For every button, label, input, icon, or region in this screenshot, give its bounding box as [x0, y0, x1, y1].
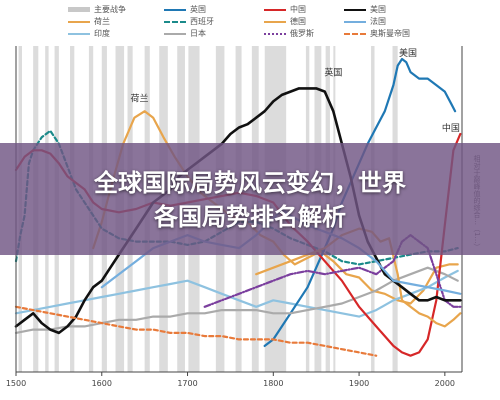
legend-item-7: 德国 — [264, 16, 306, 27]
legend-swatch-0 — [68, 7, 90, 12]
legend-label-0: 主要战争 — [94, 5, 126, 14]
series-line-11 — [14, 305, 378, 357]
legend-label-2: 西班牙 — [190, 17, 214, 26]
x-tick-label-3: 1800 — [263, 379, 283, 388]
series-line-9 — [14, 87, 462, 335]
legend-swatch-1 — [68, 20, 90, 23]
series-line-3 — [14, 269, 459, 318]
legend-item-9: 美国 — [344, 4, 386, 15]
legend-label-6: 中国 — [290, 5, 306, 14]
legend-label-3: 印度 — [94, 29, 110, 38]
legend-swatch-2 — [164, 20, 186, 23]
legend-item-0: 主要战争 — [68, 4, 126, 15]
legend-label-10: 法国 — [370, 17, 386, 26]
legend-item-6: 中国 — [264, 4, 306, 15]
legend-label-1: 荷兰 — [94, 17, 110, 26]
annotation-2: 美国 — [399, 47, 417, 59]
legend-item-11: 奥斯曼帝国 — [344, 28, 410, 39]
x-ticks: 1500 1600 1700 1800 1900 2000 — [6, 372, 455, 388]
legend-swatch-9 — [344, 8, 366, 11]
x-tick-label-5: 2000 — [435, 379, 455, 388]
annotation-1: 英国 — [324, 66, 342, 78]
legend-swatch-6 — [264, 8, 286, 11]
legend-label-8: 俄罗斯 — [290, 29, 314, 38]
legend-label-7: 德国 — [290, 17, 306, 26]
legend-item-5: 日本 — [164, 28, 206, 39]
legend: 主要战争 英国 中国 美国荷兰 西班牙 德国 法国印度 日本 俄罗斯 奥斯曼帝国 — [0, 0, 500, 50]
legend-swatch-8 — [264, 32, 286, 35]
x-tick-label-2: 1700 — [177, 379, 197, 388]
legend-item-2: 西班牙 — [164, 16, 214, 27]
overlay-title: 全球国际局势风云变幻，世界 各国局势排名解析 — [0, 166, 500, 234]
overlay-title-line2: 各国局势排名解析 — [154, 203, 346, 231]
annotation-0: 荷兰 — [130, 92, 148, 104]
legend-item-3: 印度 — [68, 28, 110, 39]
series-line-4 — [263, 57, 457, 347]
x-tick-label-0: 1500 — [6, 379, 26, 388]
annotation-3: 中国 — [442, 122, 460, 134]
x-tick-label-1: 1600 — [92, 379, 112, 388]
legend-label-5: 日本 — [190, 29, 206, 38]
legend-swatch-5 — [164, 32, 186, 35]
legend-label-9: 美国 — [370, 5, 386, 14]
legend-swatch-3 — [68, 32, 90, 35]
legend-item-10: 法国 — [344, 16, 386, 27]
legend-item-4: 英国 — [164, 4, 206, 15]
legend-item-8: 俄罗斯 — [264, 28, 314, 39]
legend-swatch-4 — [164, 8, 186, 11]
legend-swatch-10 — [344, 20, 366, 23]
legend-swatch-7 — [264, 20, 286, 23]
legend-swatch-11 — [344, 32, 366, 35]
title-overlay — [0, 143, 500, 255]
series-line-5 — [14, 266, 459, 334]
x-tick-label-4: 1900 — [349, 379, 369, 388]
overlay-title-line1: 全球国际局势风云变幻，世界 — [94, 169, 406, 197]
legend-label-11: 奥斯曼帝国 — [370, 29, 410, 38]
legend-label-4: 英国 — [190, 5, 206, 14]
legend-item-1: 荷兰 — [68, 16, 110, 27]
series-line-8 — [203, 234, 462, 308]
